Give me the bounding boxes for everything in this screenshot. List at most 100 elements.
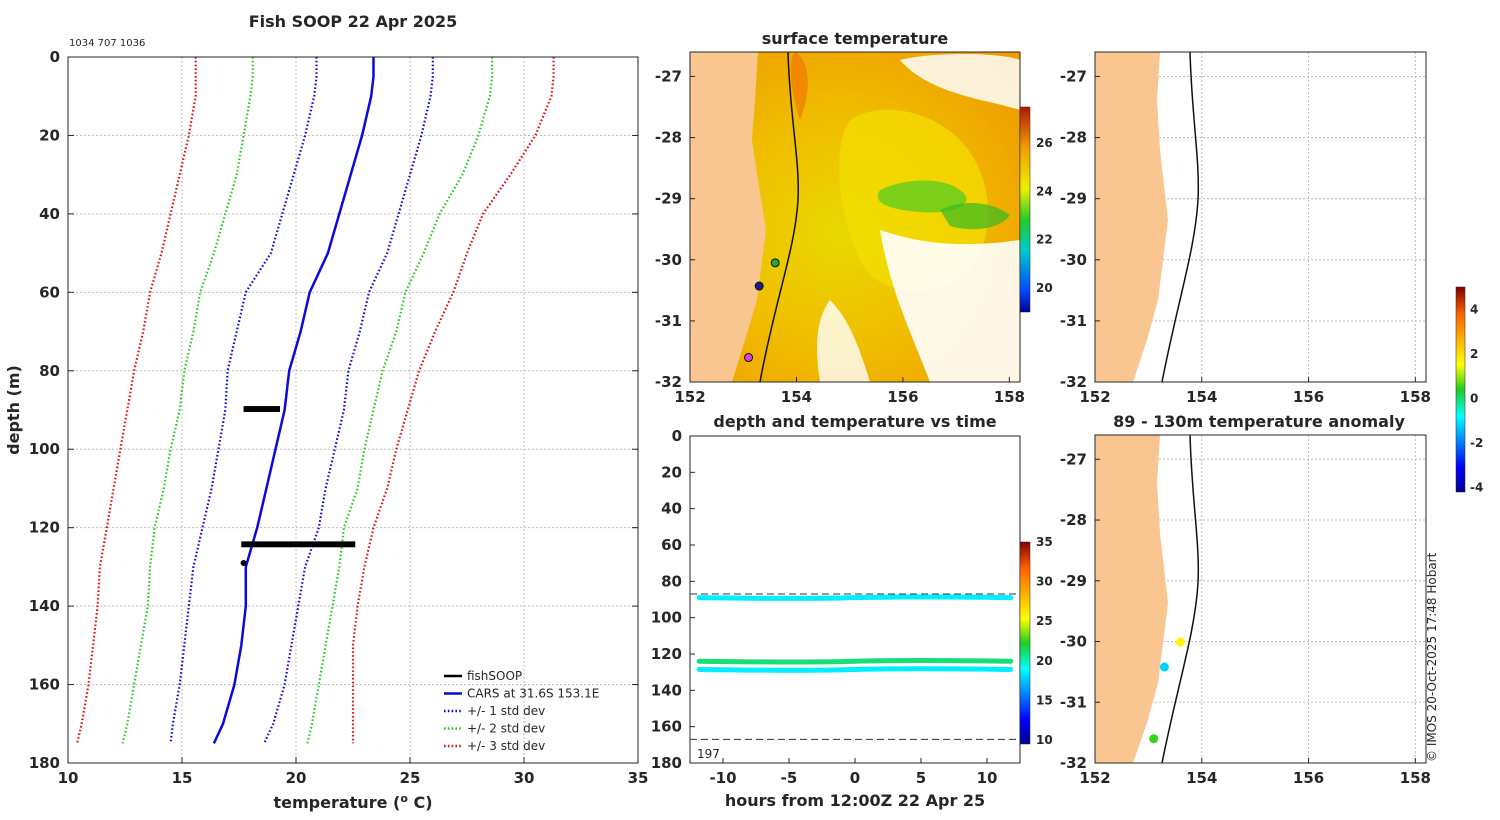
y-tick-label: 20 bbox=[39, 126, 60, 144]
anomaly-colorbar bbox=[1455, 286, 1466, 493]
fishsoop-profile bbox=[240, 406, 356, 566]
sst-map bbox=[690, 52, 1020, 382]
sst-y-ticks: -27 -28 -29 -30 -31 -32 bbox=[655, 67, 695, 391]
fishsoop-segment bbox=[241, 541, 356, 548]
y-tick-label: 160 bbox=[651, 718, 682, 736]
dvt-title: depth and temperature vs time bbox=[713, 412, 996, 431]
dvt-y-ticks: 0 20 40 60 80 100 120 140 160 180 bbox=[651, 427, 695, 772]
colorbar-tick-label: 15 bbox=[1036, 693, 1053, 707]
x-tick-label: 158 bbox=[1400, 769, 1431, 787]
cars-profile-line bbox=[212, 57, 375, 744]
x-tick-label: 158 bbox=[1400, 388, 1431, 406]
colorbar-tick-label: 30 bbox=[1036, 575, 1053, 589]
y-tick-label: -32 bbox=[655, 373, 682, 391]
anomaly-points bbox=[1149, 637, 1185, 744]
profile-axes bbox=[67, 56, 639, 764]
anomaly-title: 89 - 130m temperature anomaly bbox=[1113, 412, 1405, 431]
x-tick-label: -10 bbox=[709, 769, 736, 787]
anomaly-point bbox=[1149, 734, 1159, 744]
std-dev-line bbox=[263, 57, 434, 744]
profile-lines bbox=[76, 57, 555, 744]
colorbar-tick-label: 24 bbox=[1036, 184, 1053, 198]
dvt-reference-lines bbox=[690, 593, 1020, 740]
std-dev-line bbox=[306, 57, 494, 744]
y-tick-label: -30 bbox=[1060, 251, 1087, 269]
y-tick-label: -31 bbox=[1060, 693, 1087, 711]
colorbar-tick-label: 2 bbox=[1470, 347, 1478, 361]
anomaly-x-ticks: 152 154 156 158 bbox=[1079, 758, 1431, 787]
x-tick-label: 156 bbox=[1293, 388, 1324, 406]
y-tick-label: -27 bbox=[655, 67, 682, 85]
y-tick-label: 140 bbox=[651, 681, 682, 699]
track-line bbox=[696, 666, 1014, 673]
y-tick-label: 20 bbox=[661, 463, 682, 481]
shelf-contour bbox=[1161, 435, 1200, 763]
y-tick-label: -28 bbox=[655, 129, 682, 147]
colorbar-tick-label: 4 bbox=[1470, 302, 1478, 316]
dvt-colorbar-ticks: 10 15 20 25 30 35 bbox=[1036, 535, 1053, 747]
colorbar-tick-label: 20 bbox=[1036, 281, 1053, 295]
x-tick-label: 152 bbox=[674, 388, 705, 406]
y-tick-label: -29 bbox=[1060, 572, 1087, 590]
sst-stations bbox=[744, 258, 780, 363]
std-dev-line bbox=[351, 57, 555, 744]
track-line bbox=[696, 594, 1014, 601]
y-tick-label: -31 bbox=[655, 312, 682, 330]
track-line bbox=[696, 658, 1014, 665]
std-dev-line bbox=[121, 57, 254, 744]
shelf-contour bbox=[759, 52, 800, 382]
y-tick-label: 160 bbox=[29, 676, 60, 694]
x-tick-label: 20 bbox=[286, 769, 307, 787]
colorbar-tick-label: 22 bbox=[1036, 233, 1053, 247]
y-tick-label: -27 bbox=[1060, 450, 1087, 468]
fishsoop-point bbox=[240, 559, 247, 566]
x-tick-label: 5 bbox=[916, 769, 926, 787]
y-tick-label: -31 bbox=[1060, 312, 1087, 330]
fishsoop-segment bbox=[243, 406, 281, 412]
map-empty bbox=[1095, 52, 1200, 382]
station-marker bbox=[754, 281, 764, 291]
map-empty-x-ticks: 152 154 156 158 bbox=[1079, 377, 1431, 406]
sst-warm-current bbox=[790, 52, 808, 120]
anomaly-map bbox=[1095, 435, 1200, 763]
sst-cloud bbox=[817, 300, 870, 382]
dvt-colorbar bbox=[1019, 541, 1031, 745]
anomaly-point bbox=[1175, 637, 1185, 647]
profile-x-label: temperature (o C) bbox=[273, 792, 432, 812]
dvt-x-label: hours from 12:00Z 22 Apr 25 bbox=[725, 791, 985, 810]
station-marker bbox=[770, 258, 780, 268]
x-tick-label: 156 bbox=[887, 388, 918, 406]
x-tick-label: 25 bbox=[400, 769, 421, 787]
y-tick-label: 180 bbox=[29, 754, 60, 772]
legend-label: +/- 3 std dev bbox=[467, 739, 545, 753]
station-marker bbox=[744, 353, 754, 363]
y-tick-label: 100 bbox=[29, 440, 60, 458]
legend-label: CARS at 31.6S 153.1E bbox=[467, 687, 599, 701]
y-tick-label: 140 bbox=[29, 597, 60, 615]
y-tick-label: 60 bbox=[39, 283, 60, 301]
y-tick-label: -27 bbox=[1060, 67, 1087, 85]
x-tick-label: 156 bbox=[1293, 769, 1324, 787]
y-tick-label: -32 bbox=[1060, 754, 1087, 772]
legend-label: fishSOOP bbox=[467, 669, 522, 683]
y-tick-label: -30 bbox=[655, 251, 682, 269]
anomaly-colorbar-ticks: 4 2 0 -2 -4 bbox=[1470, 302, 1483, 494]
map-empty-axes bbox=[1094, 51, 1427, 383]
y-tick-label: 60 bbox=[661, 536, 682, 554]
sst-green-patch bbox=[940, 203, 1010, 230]
colorbar-tick-label: 35 bbox=[1036, 535, 1053, 549]
y-tick-label: 120 bbox=[29, 519, 60, 537]
y-tick-label: -32 bbox=[1060, 373, 1087, 391]
legend-label: +/- 1 std dev bbox=[467, 704, 545, 718]
colorbar-tick-label: 26 bbox=[1036, 136, 1053, 150]
y-tick-label: 80 bbox=[661, 572, 682, 590]
y-tick-label: -29 bbox=[655, 190, 682, 208]
profile-y-ticks: 0 20 40 60 80 100 120 140 160 180 bbox=[29, 48, 638, 772]
x-tick-label: 154 bbox=[1186, 388, 1217, 406]
dvt-x-ticks: -10 -5 0 5 10 bbox=[709, 758, 997, 787]
map-empty-y-ticks: -27 -28 -29 -30 -31 -32 bbox=[1060, 67, 1100, 391]
sst-green-patch bbox=[877, 180, 967, 213]
land bbox=[690, 52, 766, 382]
anomaly-axes bbox=[1094, 434, 1427, 764]
